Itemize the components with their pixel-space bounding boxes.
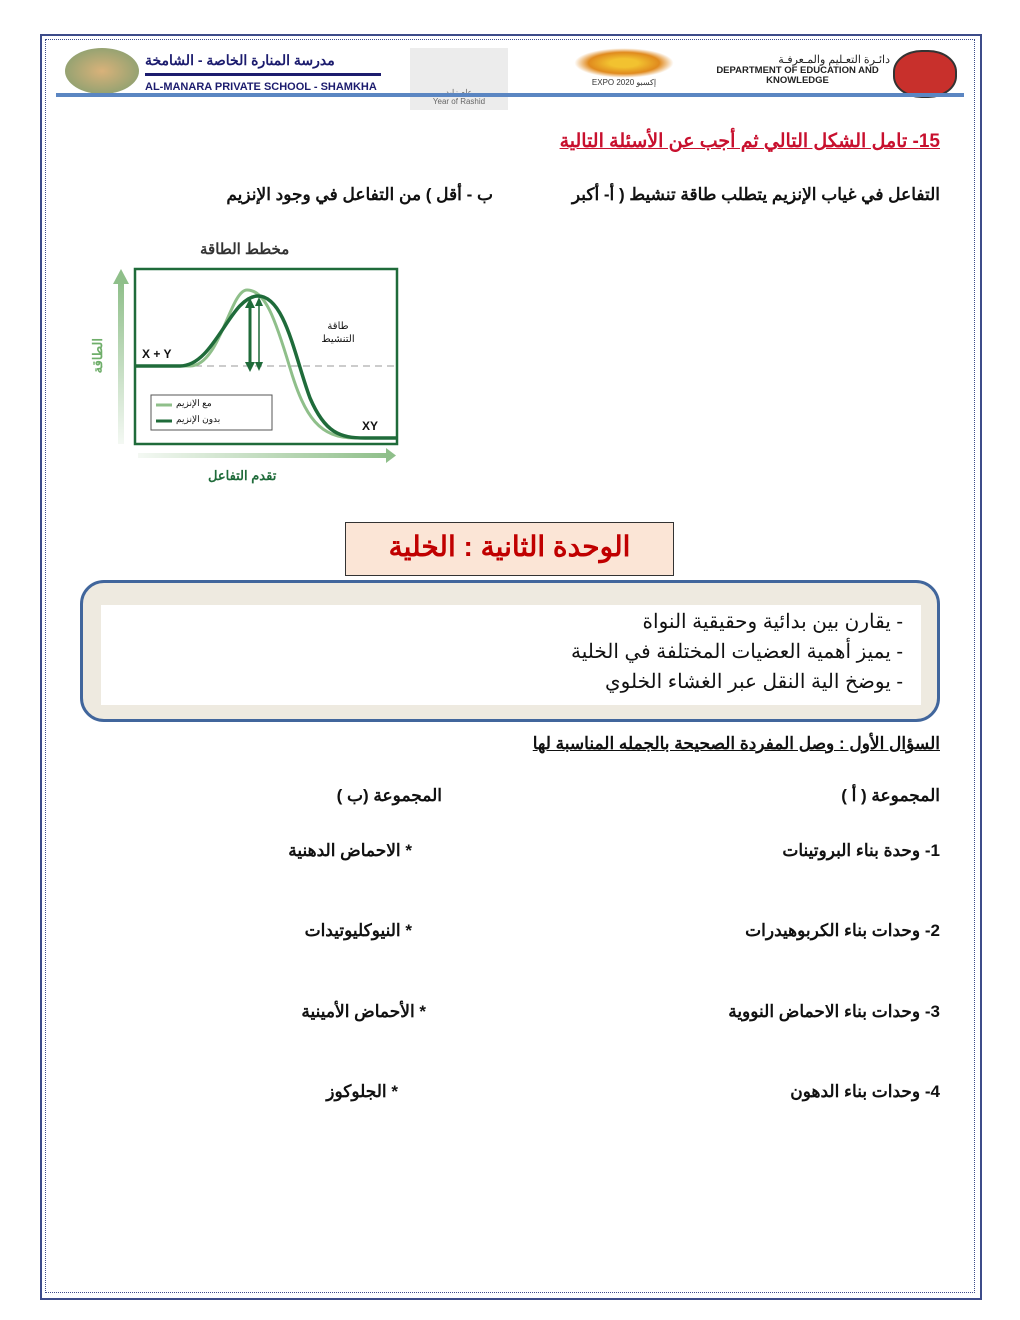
objective-item: - يقارن بين بدائية وحقيقية النواة xyxy=(642,611,903,633)
objectives-box: - يقارن بين بدائية وحقيقية النواة - يميز… xyxy=(80,580,940,722)
objectives-panel: - يقارن بين بدائية وحقيقية النواة - يميز… xyxy=(101,605,921,705)
legend-label-with-enzyme: مع الإنزيم xyxy=(176,398,212,408)
objective-item: - يميز أهمية العضيات المختلفة في الخلية xyxy=(570,641,903,663)
activation-energy-label: طاقة التنشيط xyxy=(321,321,355,345)
question-1-title: السؤال الأول : وصل المفردة الصحيحة بالجم… xyxy=(532,734,940,753)
group-b-item: * الجلوكوز xyxy=(326,1082,398,1101)
group-b-label: المجموعة (ب ) xyxy=(336,786,442,805)
emblem-icon xyxy=(893,50,957,98)
group-a-item: 4- وحدات بناء الدهون xyxy=(790,1082,940,1101)
legend-label-without-enzyme: بدون الإنزيم xyxy=(176,414,221,424)
group-a-item: 1- وحدة بناء البروتينات xyxy=(782,841,940,860)
page-border xyxy=(40,34,982,1300)
plot-frame xyxy=(133,267,399,446)
group-a-label: المجموعة ( أ ) xyxy=(841,786,940,805)
page-border-inner xyxy=(45,39,975,1293)
unit-title: الوحدة الثانية : الخلية xyxy=(345,522,674,576)
group-b-item: * الاحماض الدهنية xyxy=(288,841,412,860)
x-axis-arrow xyxy=(138,448,396,463)
question-15-statement: التفاعل في غياب الإنزيم يتطلب طاقة تنشيط… xyxy=(571,185,940,204)
divider xyxy=(145,73,381,76)
reactants-label: X + Y xyxy=(142,347,172,361)
product-label: XY xyxy=(362,419,379,433)
energy-diagram: مخطط الطاقة الطاقة تقدم التفاعل X + Y XY… xyxy=(80,238,410,488)
expo-label: EXPO 2020 إكسبو xyxy=(591,78,657,87)
legend-box xyxy=(150,394,273,431)
school-name-en: AL-MANARA PRIVATE SCHOOL - SHAMKHA xyxy=(145,81,377,93)
group-a-item: 2- وحدات بناء الكربوهيدرات xyxy=(745,921,940,940)
y-axis-label: الطاقة xyxy=(90,338,105,374)
group-a-item: 3- وحدات بناء الاحماض النووية xyxy=(728,1002,940,1021)
expo-logo: EXPO 2020 إكسبو xyxy=(560,48,688,94)
activation-arrow-with-enzyme xyxy=(245,298,255,372)
header-divider xyxy=(56,93,964,97)
group-b-item: * الأحماض الأمينية xyxy=(301,1002,426,1021)
portrait-caption-en: Year of Rashid xyxy=(432,97,486,106)
portrait-logo: عام زايد Year of Rashid xyxy=(410,48,508,110)
school-name-ar: مدرسة المنارة الخاصة - الشامخة xyxy=(145,52,335,68)
diagram-title: مخطط الطاقة xyxy=(200,241,290,258)
school-logo xyxy=(65,48,139,94)
y-axis-arrow xyxy=(113,269,129,444)
x-axis-label: تقدم التفاعل xyxy=(208,468,277,483)
expo-dots-icon xyxy=(574,48,674,78)
diagram-graphic xyxy=(113,267,399,463)
dept-name-ar: دائـرة التعـليم والمـعرفـة xyxy=(778,54,890,66)
group-b-item: * النيوكليوتيدات xyxy=(304,921,412,940)
question-15-option-b: ب - أقل ) من التفاعل في وجود الإنزيم xyxy=(226,185,493,204)
objective-item: - يوضخ الية النقل عبر الغشاء الخلوي xyxy=(605,671,903,693)
activation-arrow-without-enzyme xyxy=(255,297,263,371)
portrait-caption-ar: عام زايد xyxy=(410,88,508,97)
dept-name-en: DEPARTMENT OF EDUCATION AND KNOWLEDGE xyxy=(716,65,879,86)
question-15-title: 15- تامل الشكل التالي ثم أجب عن الأسئلة … xyxy=(559,131,940,152)
curve-without-enzyme xyxy=(135,294,397,440)
